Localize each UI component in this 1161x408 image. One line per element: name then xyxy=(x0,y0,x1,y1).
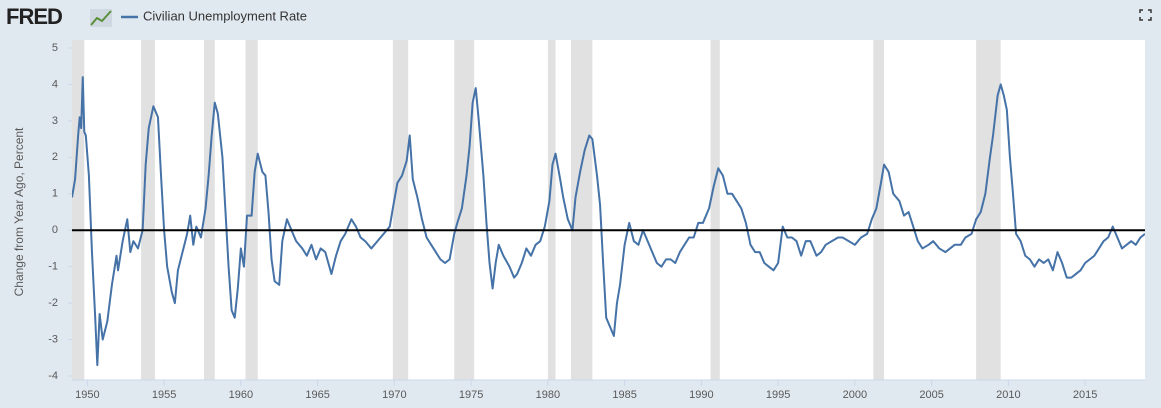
x-tick-label: 2015 xyxy=(1073,389,1097,401)
logo-icon xyxy=(90,9,112,27)
x-tick-label: 1965 xyxy=(305,389,329,401)
y-tick-label: -4 xyxy=(48,370,58,382)
plot-layer xyxy=(72,40,1145,380)
y-tick-label: 4 xyxy=(52,78,58,90)
y-tick-label: -1 xyxy=(48,261,58,273)
y-tick-label: -3 xyxy=(48,333,58,345)
y-axis-label: Change from Year Ago, Percent xyxy=(12,127,26,296)
recession-band xyxy=(570,40,593,380)
recession-band xyxy=(976,40,1001,380)
y-tick-label: 1 xyxy=(52,188,58,200)
x-tick-label: 1985 xyxy=(612,389,636,401)
y-tick-label: -2 xyxy=(48,297,58,309)
x-tick-label: 1970 xyxy=(382,389,406,401)
x-tick-label: 2010 xyxy=(996,389,1020,401)
recession-band xyxy=(710,40,720,380)
y-tick-label: 3 xyxy=(52,115,58,127)
recession-band xyxy=(454,40,475,380)
x-tick-label: 2005 xyxy=(919,389,943,401)
logo: FRED xyxy=(6,4,62,29)
x-tick-label: 1975 xyxy=(459,389,483,401)
x-tick-label: 1960 xyxy=(229,389,253,401)
recession-band xyxy=(204,40,215,380)
fullscreen-icon[interactable] xyxy=(1139,9,1152,21)
y-tick-label: 0 xyxy=(52,224,58,236)
recession-band xyxy=(547,40,556,380)
y-tick-label: 2 xyxy=(52,151,58,163)
x-tick-label: 1990 xyxy=(689,389,713,401)
x-tick-label: 1950 xyxy=(75,389,99,401)
x-tick-label: 1995 xyxy=(766,389,790,401)
recession-band xyxy=(141,40,155,380)
recession-band xyxy=(873,40,885,380)
data-line xyxy=(72,76,1145,367)
x-tick-label: 1980 xyxy=(536,389,560,401)
x-tick-label: 2000 xyxy=(843,389,867,401)
recession-band xyxy=(392,40,409,380)
x-tick-label: 1955 xyxy=(152,389,176,401)
y-tick-label: 5 xyxy=(52,42,58,54)
legend-label: Civilian Unemployment Rate xyxy=(143,8,307,23)
